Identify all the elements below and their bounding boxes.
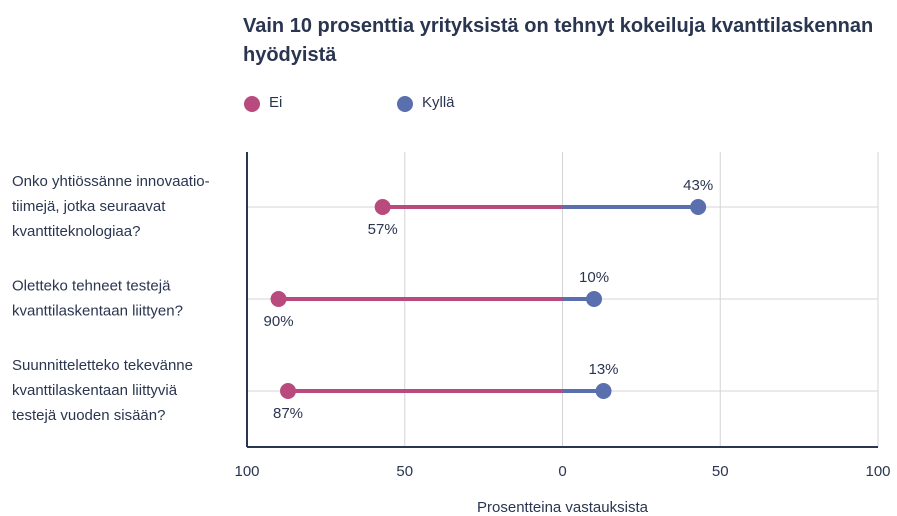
x-tick-label: 100 [234,463,259,480]
category-label: Onko yhtiössänne innovaatio- [12,173,210,190]
legend-label: Kyllä [422,94,455,111]
category-label: kvanttilaskentaan liittyen? [12,302,183,319]
value-label: 13% [588,361,618,378]
dot [374,199,391,215]
category-label: kvanttiteknologiaa? [12,223,140,240]
category-label: testejä vuoden sisään? [12,407,165,424]
legend-marker [244,96,260,112]
x-tick-label: 0 [558,463,566,480]
dot [280,383,297,399]
legend-label: Ei [269,94,282,111]
category-label: tiimejä, jotka seuraavat [12,198,166,215]
category-label: kvanttilaskentaan liittyviä [12,382,178,399]
value-label: 10% [579,269,609,286]
dot [690,199,707,215]
category-label: Suunnitteletteko tekevänne [12,357,193,374]
value-label: 87% [273,405,303,422]
chart-title: Vain 10 prosenttia yrityksistä on tehnyt… [243,15,874,66]
x-tick-label: 50 [712,463,729,480]
x-tick-label: 100 [865,463,890,480]
dot [586,291,603,307]
value-label: 57% [368,221,398,238]
dot [270,291,287,307]
x-axis-label: Prosentteina vastauksista [477,499,649,516]
legend-marker [397,96,413,112]
value-label: 90% [264,313,294,330]
category-label: Oletteko tehneet testejä [12,277,171,294]
x-tick-label: 50 [396,463,413,480]
value-label: 43% [683,177,713,194]
dot [595,383,612,399]
